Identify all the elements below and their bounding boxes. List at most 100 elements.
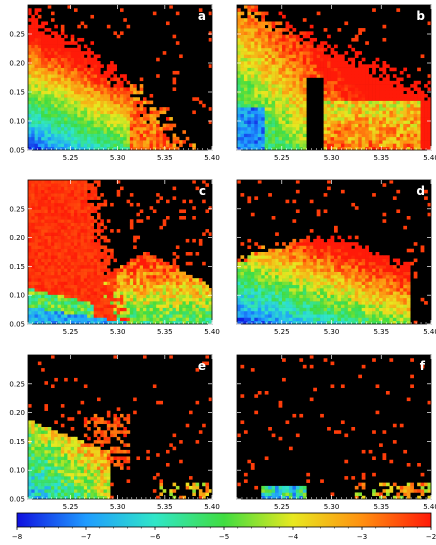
heatmap-cell <box>77 186 81 191</box>
heatmap-cell <box>261 310 266 315</box>
heatmap-cell <box>37 229 42 233</box>
heatmap-cell <box>80 146 85 151</box>
heatmap-cell <box>172 87 177 91</box>
heatmap-cell <box>261 258 266 263</box>
heatmap-cell <box>87 183 91 187</box>
heatmap-cell <box>247 103 252 108</box>
heatmap-cell <box>162 288 167 292</box>
heatmap-cell <box>166 143 170 148</box>
heatmap-cell <box>106 219 111 223</box>
heatmap-cell <box>299 130 304 134</box>
heatmap-cell <box>243 271 248 276</box>
heatmap-cell <box>87 232 91 236</box>
heatmap-cell <box>354 80 359 85</box>
heatmap-cell <box>424 113 428 118</box>
heatmap-cell <box>64 186 68 191</box>
heatmap-cell <box>110 317 114 322</box>
heatmap-cell <box>64 189 68 194</box>
heatmap-cell <box>299 146 304 151</box>
heatmap-cell <box>80 284 85 289</box>
heatmap-cell <box>254 24 259 29</box>
heatmap-cell <box>282 297 286 302</box>
heatmap-cell <box>74 61 78 65</box>
heatmap-cell <box>143 97 147 101</box>
heatmap-cell <box>113 110 118 115</box>
heatmap-cell <box>275 110 279 115</box>
heatmap-cell <box>254 110 259 115</box>
heatmap-cell <box>97 261 101 266</box>
heatmap-cell <box>192 288 196 292</box>
heatmap-cell <box>254 297 259 302</box>
heatmap-cell <box>47 130 52 134</box>
heatmap-cell <box>70 123 75 128</box>
heatmap-cell <box>299 93 304 98</box>
heatmap-cell <box>28 314 32 318</box>
heatmap-cell <box>28 74 32 78</box>
heatmap-cell <box>208 317 213 322</box>
heatmap-cell <box>392 93 397 98</box>
heatmap-cell <box>208 291 213 295</box>
heatmap-cell <box>292 130 297 134</box>
heatmap-cell <box>261 140 266 144</box>
heatmap-cell <box>299 84 304 88</box>
y-tick-label: 0.25 <box>9 205 25 213</box>
heatmap-cell <box>133 87 137 91</box>
heatmap-cell <box>77 24 81 29</box>
heatmap-cell <box>67 242 72 246</box>
heatmap-cell <box>330 143 335 148</box>
heatmap-cell <box>285 84 290 88</box>
x-tick-label: 5.35 <box>157 328 173 336</box>
heatmap-cell <box>344 103 349 108</box>
heatmap-cell <box>271 314 276 318</box>
heatmap-cell <box>93 136 98 141</box>
heatmap-cell <box>103 284 108 289</box>
heatmap-cell <box>323 110 328 115</box>
heatmap-cell <box>54 37 58 42</box>
heatmap-cell <box>247 307 252 312</box>
heatmap-cell <box>28 130 32 134</box>
heatmap-cell <box>106 238 111 243</box>
heatmap-cell <box>243 74 248 78</box>
heatmap-cell <box>240 37 245 42</box>
heatmap-cell <box>247 44 252 49</box>
heatmap-cell <box>172 265 177 269</box>
heatmap-cell <box>254 97 259 101</box>
heatmap-cell <box>261 11 266 16</box>
heatmap-cell <box>152 258 157 263</box>
heatmap-cell <box>93 77 98 82</box>
heatmap-cell <box>340 117 345 121</box>
heatmap-cell <box>83 222 88 227</box>
heatmap-cell <box>74 320 78 325</box>
heatmap-cell <box>123 314 127 318</box>
heatmap-cell <box>110 271 114 276</box>
heatmap-cell <box>90 186 95 191</box>
heatmap-cell <box>31 294 35 299</box>
heatmap-cell <box>136 120 141 124</box>
heatmap-cell <box>285 67 290 72</box>
heatmap-cell <box>37 186 42 191</box>
heatmap-cell <box>250 140 255 144</box>
heatmap-cell <box>34 186 39 191</box>
heatmap-cell <box>306 57 311 62</box>
heatmap-cell <box>103 199 108 204</box>
heatmap-cell <box>44 123 49 128</box>
heatmap-cell <box>70 77 75 82</box>
heatmap-cell <box>80 301 85 305</box>
heatmap-cell <box>261 307 266 312</box>
heatmap-cell <box>103 100 108 105</box>
heatmap-cell <box>250 93 255 98</box>
heatmap-cell <box>268 61 272 65</box>
heatmap-cell <box>365 97 369 101</box>
heatmap-cell <box>250 258 255 263</box>
heatmap-cell <box>103 103 108 108</box>
heatmap-cell <box>100 268 104 272</box>
heatmap-cell <box>139 291 144 295</box>
heatmap-cell <box>87 219 91 223</box>
heatmap-cell <box>424 133 428 138</box>
heatmap-cell <box>97 64 101 68</box>
heatmap-cell <box>334 51 338 55</box>
heatmap-cell <box>60 37 65 42</box>
heatmap-cell <box>64 100 68 105</box>
heatmap-cell <box>57 64 62 68</box>
heatmap-cell <box>123 310 127 315</box>
